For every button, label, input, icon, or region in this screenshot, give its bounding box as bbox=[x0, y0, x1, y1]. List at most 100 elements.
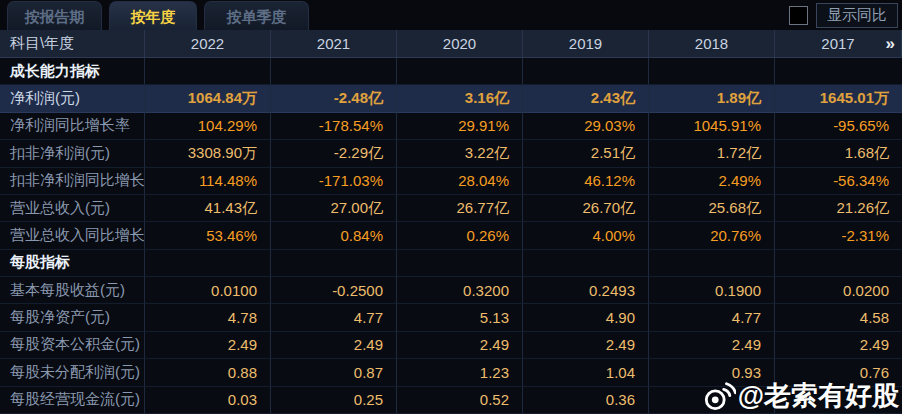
cell-value: 5.13 bbox=[397, 304, 523, 331]
cell-value: 25.68亿 bbox=[649, 195, 775, 222]
tab-by-year[interactable]: 按年度 bbox=[109, 1, 197, 30]
cell-value: 0.87 bbox=[271, 359, 397, 386]
cell-value: -2.29亿 bbox=[271, 140, 397, 167]
cell-value: 114.48% bbox=[145, 168, 271, 195]
tab-by-single-quarter[interactable]: 按单季度 bbox=[204, 1, 309, 30]
table-body: 成长能力指标净利润(元)1064.84万-2.48亿3.16亿2.43亿1.89… bbox=[0, 58, 902, 414]
cell-value: 2.49 bbox=[145, 332, 271, 359]
table-row[interactable]: 基本每股收益(元)0.0100-0.25000.32000.24930.1900… bbox=[0, 277, 902, 304]
cell-value: -95.65% bbox=[775, 113, 902, 140]
cell-value: 104.29% bbox=[145, 113, 271, 140]
cell-value: 27.00亿 bbox=[271, 195, 397, 222]
cell-value: -0.2500 bbox=[271, 277, 397, 304]
show-yoy-label[interactable]: 显示同比 bbox=[816, 3, 898, 28]
cell-value: 29.91% bbox=[397, 113, 523, 140]
cell-value: 2.49 bbox=[523, 332, 649, 359]
corner-header: 科目\年度 bbox=[0, 30, 145, 58]
cell-value: 2.49 bbox=[775, 332, 902, 359]
cell-value bbox=[397, 58, 523, 85]
cell-value: 3.16亿 bbox=[397, 85, 523, 112]
table-row[interactable]: 净利润(元)1064.84万-2.48亿3.16亿2.43亿1.89亿1645.… bbox=[0, 85, 902, 112]
table-row[interactable]: 营业总收入(元)41.43亿27.00亿26.77亿26.70亿25.68亿21… bbox=[0, 195, 902, 222]
table-row[interactable]: 每股未分配利润(元)0.880.871.231.040.930.76 bbox=[0, 359, 902, 386]
section-row: 每股指标 bbox=[0, 250, 902, 277]
cell-value bbox=[523, 250, 649, 277]
section-title: 每股指标 bbox=[0, 250, 145, 277]
cell-value bbox=[775, 250, 902, 277]
row-label: 净利润(元) bbox=[0, 85, 145, 112]
period-tabbar: 按报告期 按年度 按单季度 显示同比 bbox=[0, 0, 902, 30]
show-yoy-checkbox[interactable] bbox=[789, 6, 808, 25]
row-label: 每股净资产(元) bbox=[0, 304, 145, 331]
cell-value: 2.49% bbox=[649, 168, 775, 195]
table-row[interactable]: 每股经营现金流(元)0.030.250.520.36 bbox=[0, 387, 902, 414]
cell-value: 4.90 bbox=[523, 304, 649, 331]
cell-value: 0.1900 bbox=[649, 277, 775, 304]
cell-value: 0.26% bbox=[397, 222, 523, 249]
cell-value: 1045.91% bbox=[649, 113, 775, 140]
cell-value: 1.23 bbox=[397, 359, 523, 386]
cell-value: 0.25 bbox=[271, 387, 397, 414]
cell-value: -2.48亿 bbox=[271, 85, 397, 112]
cell-value: 2.51亿 bbox=[523, 140, 649, 167]
table-row[interactable]: 每股净资产(元)4.784.775.134.904.774.58 bbox=[0, 304, 902, 331]
cell-value: 1.68亿 bbox=[775, 140, 902, 167]
row-label: 扣非净利润(元) bbox=[0, 140, 145, 167]
financial-table: 科目\年度 2022 2021 2020 2019 2018 2017 » 成长… bbox=[0, 30, 902, 414]
cell-value: 3308.90万 bbox=[145, 140, 271, 167]
cell-value: 3.22亿 bbox=[397, 140, 523, 167]
cell-value: 4.58 bbox=[775, 304, 902, 331]
table-row[interactable]: 扣非净利润同比增长率114.48%-171.03%28.04%46.12%2.4… bbox=[0, 168, 902, 195]
table-row[interactable]: 扣非净利润(元)3308.90万-2.29亿3.22亿2.51亿1.72亿1.6… bbox=[0, 140, 902, 167]
year-header-2021: 2021 bbox=[271, 30, 397, 58]
more-years-icon[interactable]: » bbox=[886, 34, 895, 54]
cell-value: 26.70亿 bbox=[523, 195, 649, 222]
cell-value: -171.03% bbox=[271, 168, 397, 195]
table-row[interactable]: 净利润同比增长率104.29%-178.54%29.91%29.03%1045.… bbox=[0, 113, 902, 140]
cell-value: 0.36 bbox=[523, 387, 649, 414]
cell-value: 0.0200 bbox=[775, 277, 902, 304]
cell-value bbox=[145, 58, 271, 85]
year-header-2017-label: 2017 bbox=[821, 35, 854, 52]
cell-value: 20.76% bbox=[649, 222, 775, 249]
cell-value bbox=[271, 58, 397, 85]
cell-value bbox=[271, 250, 397, 277]
cell-value: 4.77 bbox=[649, 304, 775, 331]
year-header-2018: 2018 bbox=[649, 30, 775, 58]
cell-value bbox=[145, 250, 271, 277]
year-header-2020: 2020 bbox=[397, 30, 523, 58]
cell-value bbox=[649, 387, 775, 414]
cell-value bbox=[775, 58, 902, 85]
cell-value: 26.77亿 bbox=[397, 195, 523, 222]
cell-value: 0.3200 bbox=[397, 277, 523, 304]
yoy-control-group: 显示同比 bbox=[789, 3, 898, 27]
cell-value: 0.93 bbox=[649, 359, 775, 386]
row-label: 每股经营现金流(元) bbox=[0, 387, 145, 414]
section-row: 成长能力指标 bbox=[0, 58, 902, 85]
cell-value: 29.03% bbox=[523, 113, 649, 140]
tab-by-report-period[interactable]: 按报告期 bbox=[7, 1, 102, 30]
cell-value bbox=[523, 58, 649, 85]
row-label: 每股资本公积金(元) bbox=[0, 332, 145, 359]
cell-value bbox=[775, 387, 902, 414]
year-header-2022: 2022 bbox=[145, 30, 271, 58]
cell-value: 0.88 bbox=[145, 359, 271, 386]
table-row[interactable]: 营业总收入同比增长率53.46%0.84%0.26%4.00%20.76%-2.… bbox=[0, 222, 902, 249]
cell-value: 4.77 bbox=[271, 304, 397, 331]
cell-value: 0.84% bbox=[271, 222, 397, 249]
cell-value: 28.04% bbox=[397, 168, 523, 195]
cell-value: 2.49 bbox=[397, 332, 523, 359]
cell-value: 0.2493 bbox=[523, 277, 649, 304]
cell-value bbox=[649, 58, 775, 85]
table-row[interactable]: 每股资本公积金(元)2.492.492.492.492.492.49 bbox=[0, 332, 902, 359]
row-label: 基本每股收益(元) bbox=[0, 277, 145, 304]
section-title: 成长能力指标 bbox=[0, 58, 145, 85]
table-header-row: 科目\年度 2022 2021 2020 2019 2018 2017 » bbox=[0, 30, 902, 58]
cell-value: 1.89亿 bbox=[649, 85, 775, 112]
cell-value bbox=[649, 250, 775, 277]
year-header-2019: 2019 bbox=[523, 30, 649, 58]
row-label: 营业总收入同比增长率 bbox=[0, 222, 145, 249]
cell-value: 2.43亿 bbox=[523, 85, 649, 112]
cell-value: 41.43亿 bbox=[145, 195, 271, 222]
cell-value: 53.46% bbox=[145, 222, 271, 249]
